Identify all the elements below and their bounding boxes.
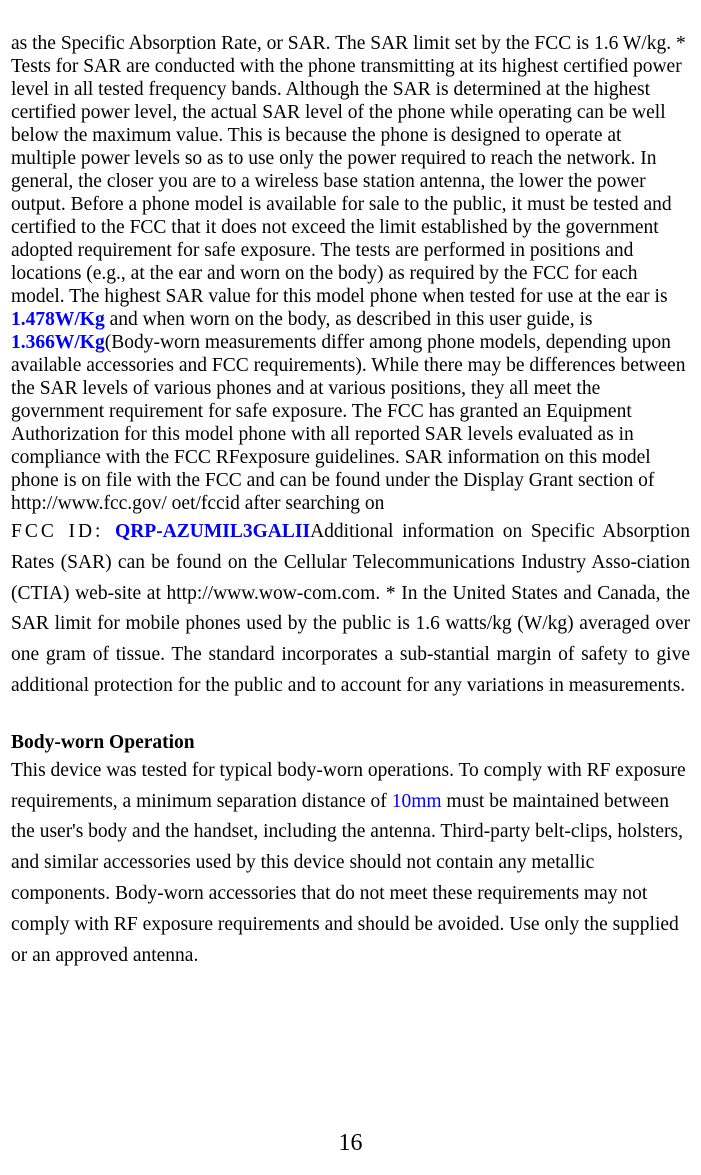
fcc-id-label: FCC ID: (11, 521, 115, 542)
paragraph-fcc-id: FCC ID: QRP-AZUMIL3GALIIAdditional infor… (11, 517, 690, 702)
sar-ear-value: 1.478W/Kg (11, 309, 105, 330)
heading-body-worn: Body-worn Operation (11, 732, 690, 754)
sar-additional-info: Additional information on Specific Absor… (11, 521, 690, 696)
sar-text-pre: as the Specific Absorption Rate, or SAR.… (11, 33, 686, 307)
body-worn-text-post: must be maintained between the user's bo… (11, 791, 683, 966)
separation-distance: 10mm (392, 791, 442, 812)
fcc-id-value: QRP-AZUMIL3GALII (115, 521, 310, 542)
sar-body-value: 1.366W/Kg (11, 332, 105, 353)
paragraph-body-worn: This device was tested for typical body-… (11, 756, 690, 972)
sar-text-mid: and when worn on the body, as described … (105, 309, 593, 330)
paragraph-sar-intro: as the Specific Absorption Rate, or SAR.… (11, 32, 690, 515)
page-number: 16 (0, 1130, 701, 1157)
sar-text-post: (Body-worn measurements differ among pho… (11, 332, 685, 514)
